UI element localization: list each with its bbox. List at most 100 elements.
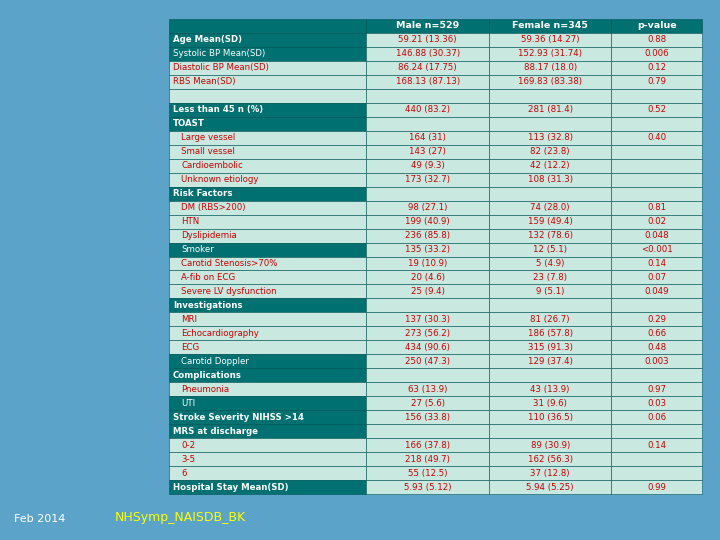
Bar — [366, 228, 489, 242]
Bar — [489, 256, 611, 271]
Bar — [489, 117, 611, 131]
Bar — [611, 75, 702, 89]
Bar — [611, 410, 702, 424]
Bar — [489, 173, 611, 187]
Text: Risk Factors: Risk Factors — [173, 189, 233, 198]
Bar — [489, 214, 611, 228]
Text: 5.94 (5.25): 5.94 (5.25) — [526, 483, 574, 491]
Bar — [169, 354, 366, 368]
Text: 37 (12.8): 37 (12.8) — [531, 469, 570, 478]
Bar — [489, 145, 611, 159]
Bar — [611, 256, 702, 271]
Text: 43 (13.9): 43 (13.9) — [531, 385, 570, 394]
Text: 5 (4.9): 5 (4.9) — [536, 259, 564, 268]
Bar — [169, 382, 366, 396]
Text: 89 (30.9): 89 (30.9) — [531, 441, 570, 450]
Bar — [366, 313, 489, 326]
Bar — [169, 326, 366, 340]
Text: 0.29: 0.29 — [647, 315, 666, 324]
Text: 0.52: 0.52 — [647, 105, 666, 114]
Bar — [611, 145, 702, 159]
Text: 199 (40.9): 199 (40.9) — [405, 217, 450, 226]
Bar — [489, 61, 611, 75]
Bar — [489, 299, 611, 313]
Text: Dyslipidemia: Dyslipidemia — [181, 231, 237, 240]
Bar — [169, 75, 366, 89]
Bar — [611, 103, 702, 117]
Bar — [169, 410, 366, 424]
Bar — [489, 438, 611, 452]
Text: 273 (56.2): 273 (56.2) — [405, 329, 450, 338]
Bar — [366, 368, 489, 382]
Bar — [366, 173, 489, 187]
Text: 250 (47.3): 250 (47.3) — [405, 357, 450, 366]
Bar — [489, 47, 611, 61]
Bar — [366, 326, 489, 340]
Text: Echocardiography: Echocardiography — [181, 329, 259, 338]
Bar — [169, 368, 366, 382]
Bar — [489, 382, 611, 396]
Bar — [366, 396, 489, 410]
Text: 152.93 (31.74): 152.93 (31.74) — [518, 49, 582, 58]
Text: 110 (36.5): 110 (36.5) — [528, 413, 572, 422]
Bar — [611, 382, 702, 396]
Bar — [366, 354, 489, 368]
Bar — [169, 438, 366, 452]
Bar — [611, 89, 702, 103]
Text: 59.21 (13.36): 59.21 (13.36) — [398, 35, 457, 44]
Bar — [169, 424, 366, 438]
Bar — [366, 117, 489, 131]
Text: Hospital Stay Mean(SD): Hospital Stay Mean(SD) — [173, 483, 288, 491]
Bar — [366, 131, 489, 145]
Bar — [489, 424, 611, 438]
Text: 0.12: 0.12 — [647, 63, 666, 72]
Bar — [366, 159, 489, 173]
Text: 0.048: 0.048 — [644, 231, 669, 240]
Bar — [489, 326, 611, 340]
Text: 0.006: 0.006 — [644, 49, 669, 58]
Text: 27 (5.6): 27 (5.6) — [410, 399, 445, 408]
Text: DM (RBS>200): DM (RBS>200) — [181, 203, 246, 212]
Bar — [611, 313, 702, 326]
Bar — [169, 145, 366, 159]
Text: p-value: p-value — [637, 22, 677, 30]
Bar — [611, 452, 702, 466]
Text: <0.001: <0.001 — [641, 245, 672, 254]
Bar — [366, 61, 489, 75]
Bar — [489, 200, 611, 214]
Bar — [169, 313, 366, 326]
Text: 0.03: 0.03 — [647, 399, 666, 408]
Text: 0.07: 0.07 — [647, 273, 666, 282]
Bar — [169, 19, 366, 33]
Text: Less than 45 n (%): Less than 45 n (%) — [173, 105, 263, 114]
Bar — [366, 382, 489, 396]
Bar — [366, 19, 489, 33]
Bar — [366, 242, 489, 256]
Bar — [366, 187, 489, 200]
Text: 25 (9.4): 25 (9.4) — [410, 287, 444, 296]
Text: 20 (4.6): 20 (4.6) — [410, 273, 445, 282]
Text: Male n=529: Male n=529 — [396, 22, 459, 30]
Bar — [366, 424, 489, 438]
Bar — [611, 424, 702, 438]
Text: Carotid Doppler: Carotid Doppler — [181, 357, 249, 366]
Text: UTI: UTI — [181, 399, 196, 408]
Bar — [169, 396, 366, 410]
Text: 162 (56.3): 162 (56.3) — [528, 455, 572, 464]
Bar — [611, 61, 702, 75]
Text: 0.99: 0.99 — [647, 483, 666, 491]
Text: 0.97: 0.97 — [647, 385, 666, 394]
Bar — [169, 228, 366, 242]
Bar — [489, 131, 611, 145]
Text: 88.17 (18.0): 88.17 (18.0) — [523, 63, 577, 72]
Text: 63 (13.9): 63 (13.9) — [408, 385, 447, 394]
Text: 137 (30.3): 137 (30.3) — [405, 315, 450, 324]
Bar — [169, 271, 366, 285]
Text: Feb 2014: Feb 2014 — [14, 514, 66, 524]
Bar — [489, 452, 611, 466]
Bar — [611, 480, 702, 494]
Text: 12 (5.1): 12 (5.1) — [533, 245, 567, 254]
Text: 236 (85.8): 236 (85.8) — [405, 231, 450, 240]
Text: 0.06: 0.06 — [647, 413, 666, 422]
Bar — [611, 299, 702, 313]
